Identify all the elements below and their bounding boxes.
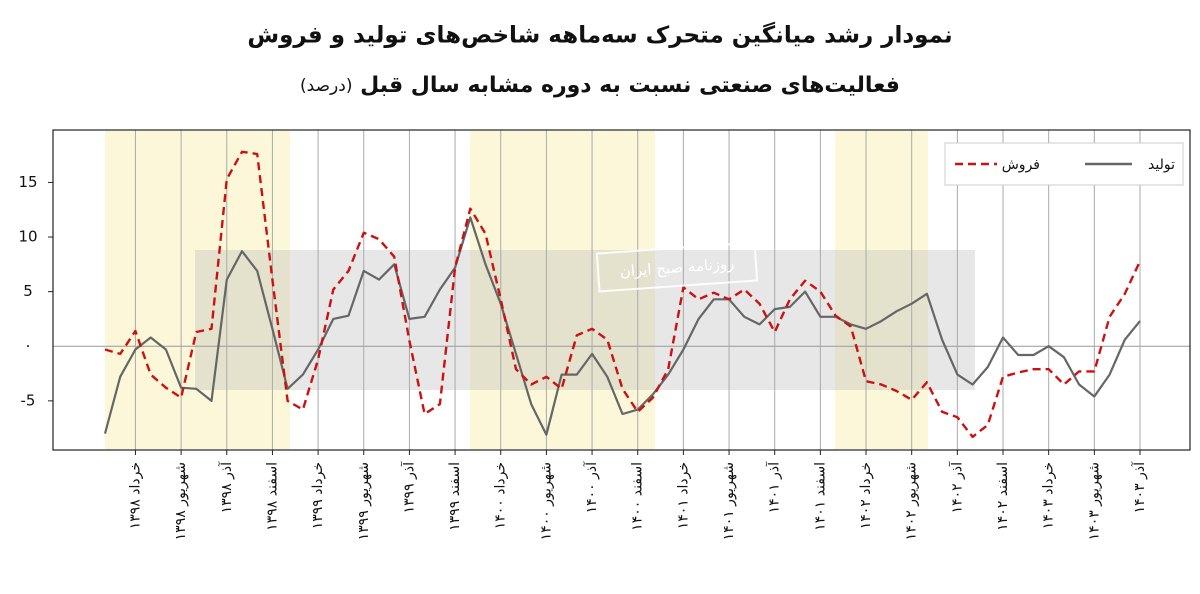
x-tick-label: شهریور ۱۴۰۳ <box>1086 462 1102 540</box>
chart-subtitle: فعالیت‌های صنعتی نسبت به دوره مشابه سال … <box>300 73 900 98</box>
x-tick-label: آذر ۱۴۰۳ <box>1131 461 1148 514</box>
y-tick-label: ۰ <box>24 337 32 355</box>
legend-label: فروش <box>1002 157 1040 173</box>
x-tick-label: خرداد ۱۴۰۰ <box>493 462 509 529</box>
x-tick-label: آذر ۱۴۰۲ <box>948 461 965 514</box>
y-tick-label: 5 <box>23 282 33 300</box>
unit: (درصد) <box>300 76 352 96</box>
chart-title: نمودار رشد میانگین متحرک سه‌ماهه شاخص‌ها… <box>247 22 952 49</box>
series-line <box>104 150 1142 439</box>
x-tick-label: شهریور ۱۳۹۹ <box>356 462 372 540</box>
plot <box>53 130 1190 450</box>
x-tick-label: خرداد ۱۴۰۲ <box>858 462 874 529</box>
x-tick-label: شهریور ۱۳۹۸ <box>173 462 189 540</box>
highlight-band <box>835 131 928 449</box>
x-tick-label: آذر ۱۳۹۹ <box>400 461 417 514</box>
x-tick-label: اسفند ۱۴۰۰ <box>630 462 646 531</box>
x-tick-label: اسفند ۱۳۹۸ <box>264 462 280 531</box>
legend-label: تولید <box>1148 157 1175 173</box>
x-tick-label: خرداد ۱۳۹۸ <box>127 462 143 529</box>
x-tick-label: آذر ۱۳۹۸ <box>218 461 235 514</box>
plot-frame <box>52 129 1191 451</box>
x-tick-label: خرداد ۱۴۰۳ <box>1041 462 1057 529</box>
subtitle: فعالیت‌های صنعتی نسبت به دوره مشابه سال … <box>360 73 900 98</box>
x-tick-label: شهریور ۱۴۰۰ <box>538 462 554 540</box>
x-tick-label: آذر ۱۴۰۱ <box>766 461 783 514</box>
watermark-box <box>595 241 759 293</box>
y-tick-label: -5 <box>21 391 36 409</box>
x-tick-label: شهریور ۱۴۰۲ <box>904 462 920 540</box>
x-tick-label: اسفند ۱۳۹۹ <box>447 462 463 531</box>
x-tick-label: اسفند ۱۴۰۱ <box>812 462 828 531</box>
legend: فروش تولید <box>944 142 1184 186</box>
watermark-band <box>195 250 975 390</box>
x-tick-label: خرداد ۱۳۹۹ <box>310 462 326 529</box>
x-tick-label: خرداد ۱۴۰۱ <box>675 462 691 529</box>
series-line <box>103 216 1141 436</box>
x-tick-label: اسفند ۱۴۰۲ <box>995 462 1011 531</box>
x-tick-label: شهریور ۱۴۰۱ <box>721 462 737 540</box>
y-tick-label: 10 <box>18 228 37 246</box>
y-tick-label: 15 <box>18 173 37 191</box>
x-tick-label: آذر ۱۴۰۰ <box>583 461 600 514</box>
